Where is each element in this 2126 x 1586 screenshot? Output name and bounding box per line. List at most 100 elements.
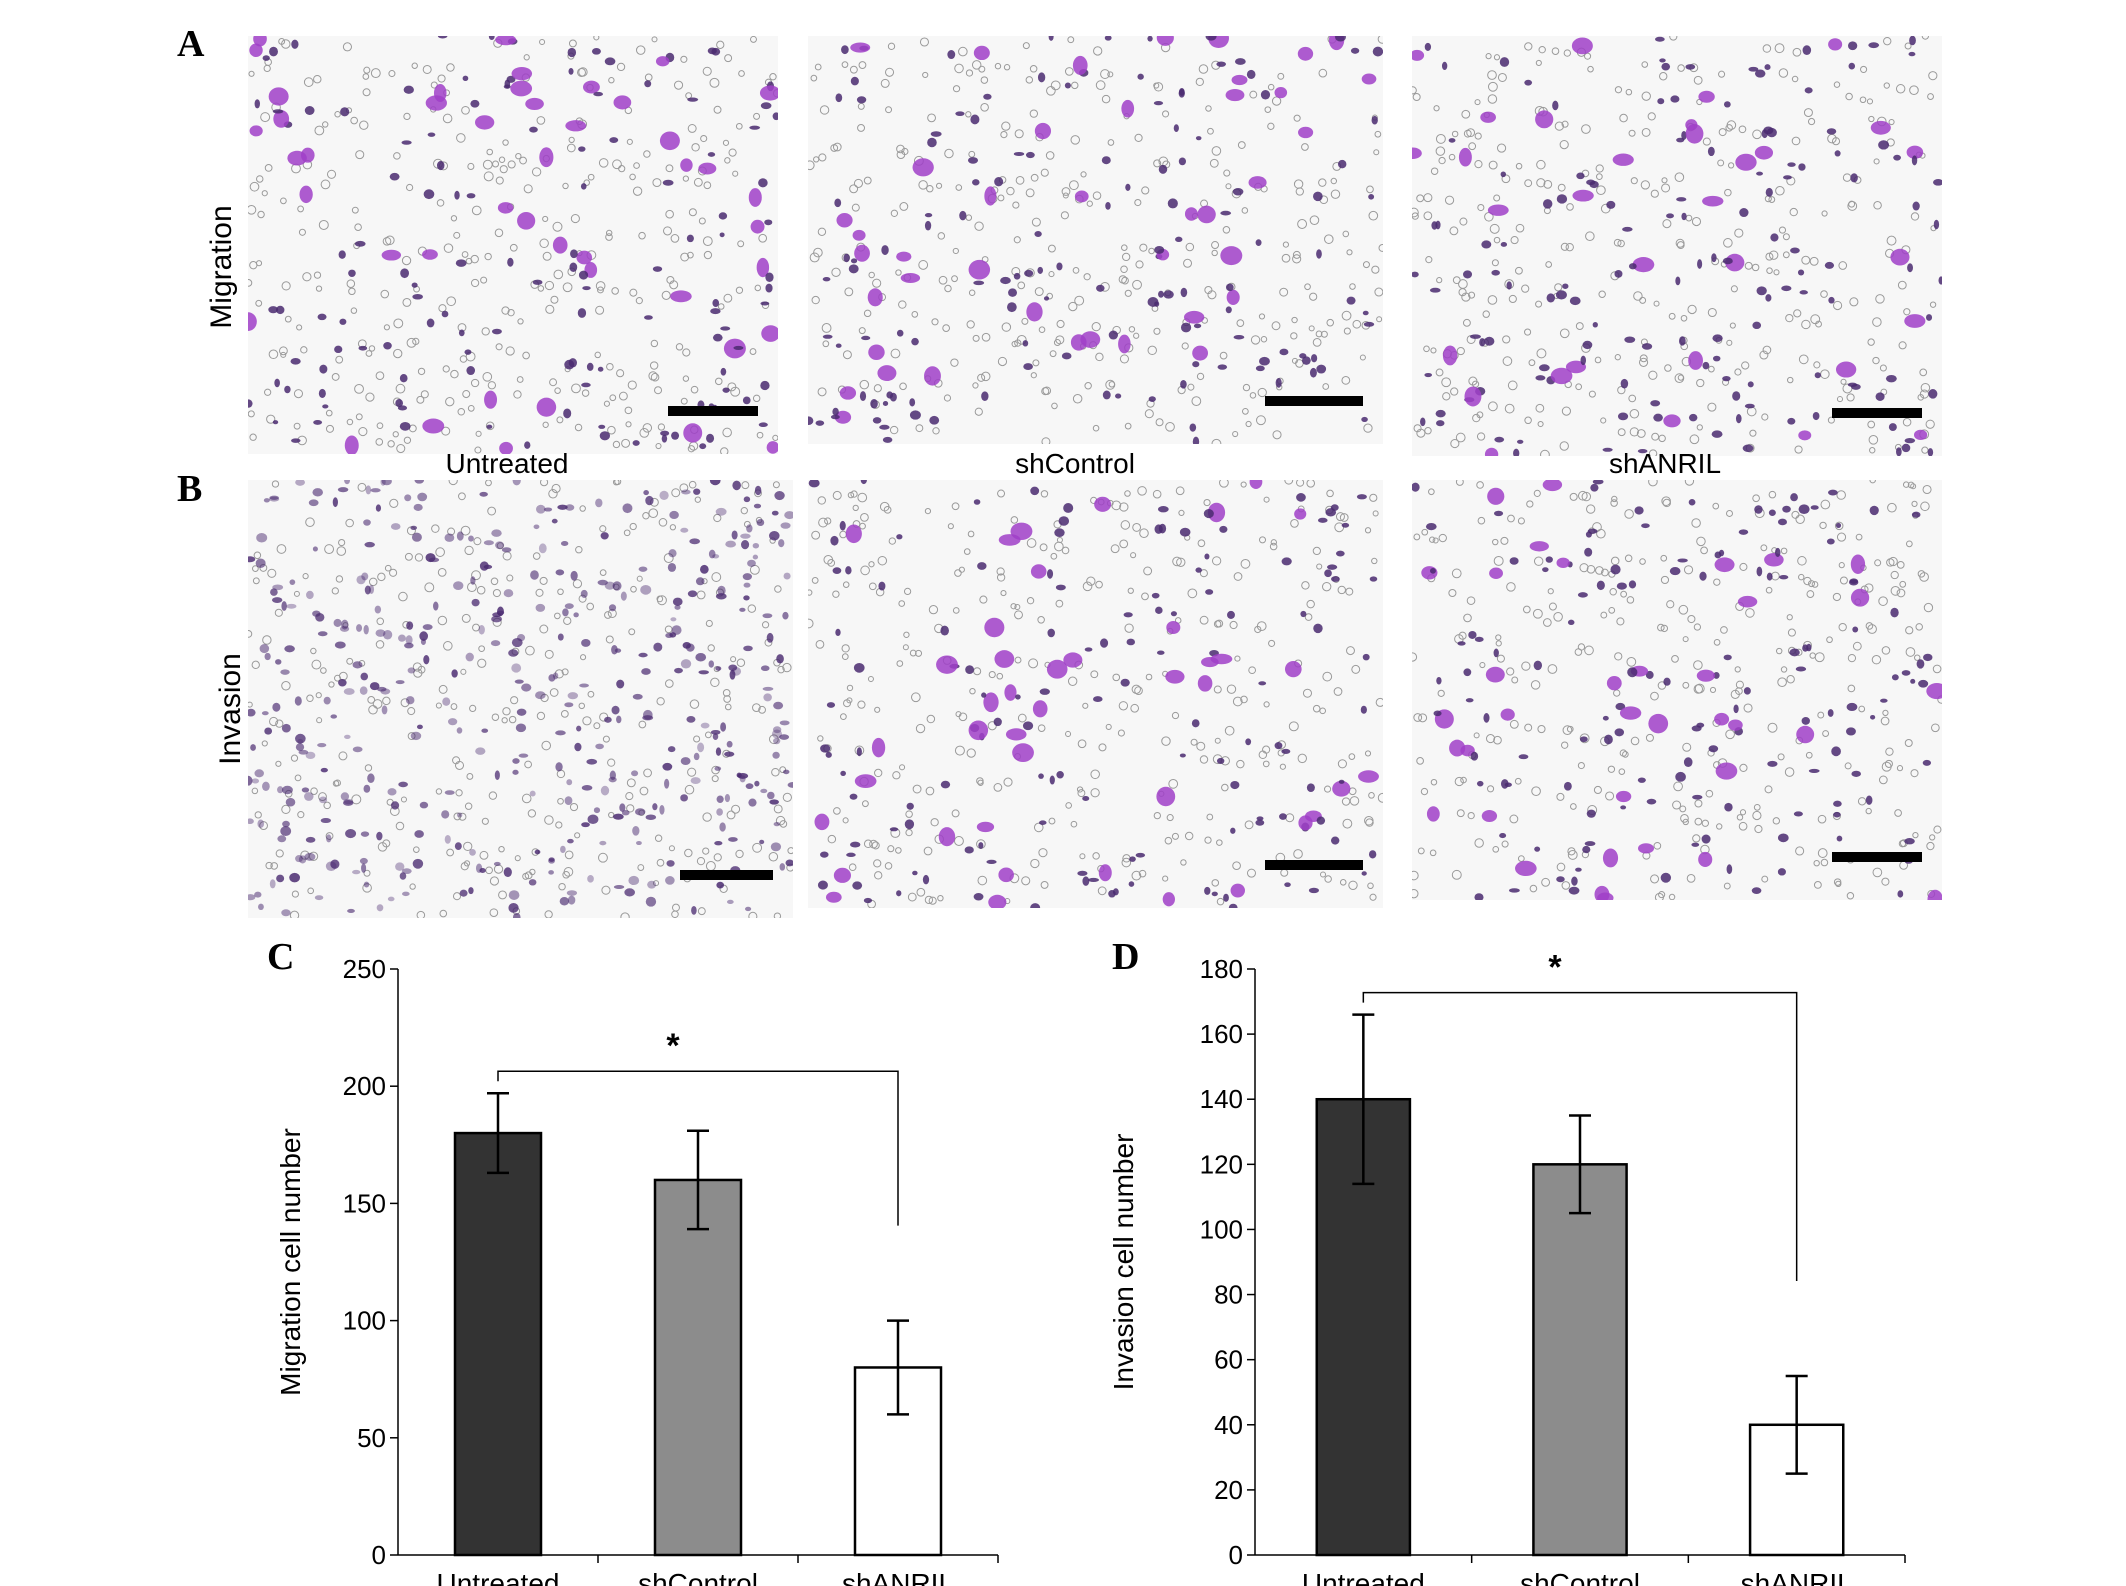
pore bbox=[1030, 372, 1037, 379]
pore bbox=[1364, 527, 1372, 534]
cell bbox=[959, 210, 967, 221]
cell bbox=[1361, 73, 1377, 85]
pore bbox=[1119, 502, 1129, 512]
cell bbox=[717, 585, 726, 596]
cell bbox=[259, 644, 270, 654]
pore bbox=[1040, 168, 1049, 177]
cell bbox=[360, 672, 369, 681]
pore bbox=[1535, 403, 1545, 413]
pore bbox=[1905, 540, 1913, 548]
cell bbox=[1516, 439, 1524, 444]
pore bbox=[1596, 528, 1606, 539]
cell bbox=[1653, 413, 1663, 422]
pore bbox=[535, 588, 544, 597]
pore bbox=[643, 768, 652, 778]
cell bbox=[1464, 386, 1482, 407]
pore bbox=[1213, 620, 1222, 628]
cell bbox=[929, 415, 940, 425]
pore bbox=[1077, 789, 1086, 798]
cell bbox=[774, 490, 785, 501]
pore bbox=[1630, 736, 1640, 746]
pore bbox=[490, 577, 499, 586]
cell bbox=[632, 440, 640, 446]
pore bbox=[858, 61, 867, 69]
cell bbox=[1179, 527, 1191, 537]
pore bbox=[1700, 546, 1708, 555]
pore bbox=[1659, 72, 1668, 81]
cell bbox=[645, 495, 654, 506]
pore bbox=[697, 907, 706, 916]
pore bbox=[395, 383, 406, 394]
pore bbox=[1343, 327, 1351, 335]
cell bbox=[834, 410, 852, 424]
pore bbox=[1214, 737, 1221, 744]
pore bbox=[1723, 238, 1733, 248]
pore bbox=[1025, 76, 1034, 84]
pore bbox=[414, 553, 424, 562]
pore bbox=[579, 505, 586, 512]
pore bbox=[593, 36, 600, 41]
pore bbox=[1619, 749, 1627, 757]
cell bbox=[1696, 722, 1705, 728]
pore bbox=[1488, 401, 1498, 412]
pore bbox=[1121, 276, 1129, 285]
cell bbox=[747, 559, 756, 567]
pore bbox=[1504, 403, 1515, 414]
pore bbox=[1661, 496, 1671, 506]
pore bbox=[965, 69, 974, 77]
pore bbox=[1032, 359, 1040, 367]
pore bbox=[556, 416, 564, 424]
pore bbox=[1082, 702, 1089, 709]
cell bbox=[412, 293, 423, 300]
pore bbox=[752, 394, 761, 403]
cell bbox=[830, 535, 839, 546]
pore bbox=[1682, 636, 1689, 643]
pore bbox=[1780, 547, 1788, 555]
cell bbox=[598, 424, 606, 429]
pore bbox=[868, 561, 875, 568]
pore bbox=[1092, 191, 1102, 200]
pore bbox=[345, 518, 354, 528]
pore bbox=[571, 383, 581, 394]
cell bbox=[299, 185, 313, 204]
pore bbox=[1882, 709, 1889, 716]
pore bbox=[1726, 509, 1733, 517]
pore bbox=[1687, 614, 1696, 624]
cell bbox=[286, 603, 297, 609]
cell bbox=[304, 792, 314, 801]
cell bbox=[563, 408, 572, 419]
pore bbox=[310, 787, 318, 795]
cell bbox=[291, 438, 301, 443]
pore bbox=[724, 54, 733, 63]
pore bbox=[1048, 271, 1055, 278]
pore bbox=[437, 568, 447, 577]
pore bbox=[899, 382, 907, 391]
pore bbox=[612, 480, 620, 486]
pore bbox=[259, 821, 268, 830]
cell bbox=[1025, 151, 1035, 159]
pore bbox=[1487, 70, 1497, 80]
pore bbox=[554, 612, 561, 620]
cell bbox=[1723, 101, 1731, 108]
category-label: shANRIL bbox=[1741, 1568, 1853, 1586]
cell bbox=[766, 632, 774, 643]
cell bbox=[1824, 261, 1835, 269]
cell bbox=[405, 696, 415, 705]
y-tick-label: 120 bbox=[1200, 1149, 1243, 1179]
pore bbox=[1051, 402, 1058, 410]
pore bbox=[1521, 661, 1531, 671]
pore bbox=[1878, 596, 1888, 606]
cell bbox=[1679, 336, 1686, 346]
pore bbox=[1575, 322, 1584, 331]
cell bbox=[753, 503, 762, 509]
pore bbox=[448, 480, 458, 486]
pore bbox=[947, 523, 954, 530]
pore bbox=[270, 862, 278, 870]
cell bbox=[1203, 509, 1214, 519]
cell bbox=[281, 909, 291, 917]
pore bbox=[1738, 125, 1747, 134]
pore bbox=[469, 704, 477, 713]
cell bbox=[510, 80, 533, 97]
pore bbox=[1124, 490, 1131, 497]
pore bbox=[748, 911, 758, 918]
